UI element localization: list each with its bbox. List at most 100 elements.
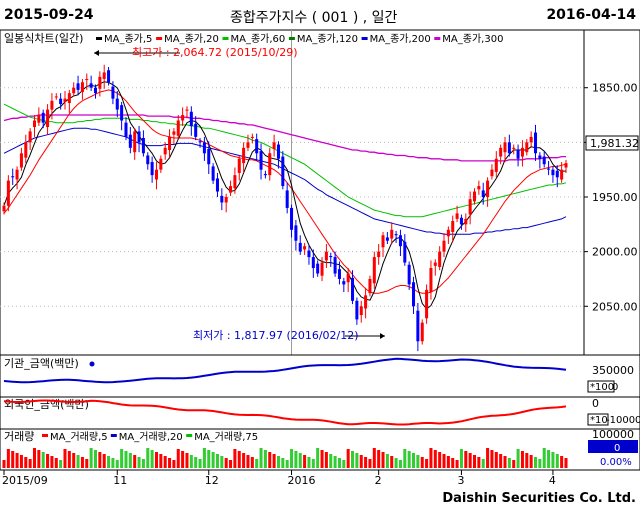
volume-bar	[133, 455, 137, 468]
candle-body	[520, 147, 524, 157]
candle-body	[80, 82, 84, 93]
foreign-tick2: -100000	[606, 415, 640, 426]
volume-bar	[250, 457, 254, 468]
volume-bar	[337, 458, 341, 468]
candle-body	[89, 83, 93, 88]
volume-bar	[259, 448, 263, 468]
institution-scale-box	[587, 380, 615, 393]
candle-body	[451, 221, 455, 232]
candle-body	[481, 190, 485, 197]
candle-body	[259, 151, 263, 170]
candle-body	[15, 169, 19, 180]
volume-legend-label: MA_거래량,75	[194, 431, 258, 443]
y-tick-label: 1950.00	[592, 191, 638, 204]
volume-bar	[438, 452, 442, 468]
volume-bar	[46, 454, 50, 468]
volume-bar	[255, 459, 259, 468]
candle-body	[133, 131, 137, 153]
institution-line	[3, 357, 567, 384]
candle-body	[285, 190, 289, 208]
last-price: 1,981.32	[590, 137, 639, 150]
candle-body	[398, 235, 402, 247]
candle-body	[525, 142, 529, 153]
volume-bar	[128, 453, 132, 468]
candle-body	[442, 240, 446, 252]
candle-body	[337, 269, 341, 279]
ma5-line	[3, 81, 567, 310]
volume-tick: 100000	[592, 428, 634, 441]
candle-body	[499, 147, 503, 157]
candle-body	[229, 186, 233, 193]
volume-legend-label: MA_거래량,20	[119, 431, 183, 443]
volume-bar	[394, 458, 398, 468]
volume-bar	[63, 449, 67, 468]
candle-body	[420, 322, 424, 342]
legend-label: MA_종가,200	[370, 33, 431, 45]
candle-body	[359, 306, 363, 316]
volume-bar	[41, 452, 45, 468]
volume-bar	[290, 449, 294, 468]
candle-body	[298, 242, 302, 252]
candle-body	[394, 234, 398, 236]
candle-body	[194, 123, 198, 137]
candle-body	[433, 262, 437, 266]
volume-bar	[316, 448, 320, 468]
x-tick-label: 12	[205, 474, 219, 487]
candle-body	[107, 70, 111, 83]
volume-bar	[346, 449, 350, 468]
candle-body	[67, 93, 71, 104]
x-tick-label: 3	[457, 474, 464, 487]
volume-bar	[181, 451, 185, 468]
candle-body	[207, 148, 211, 165]
candle-body	[115, 98, 119, 110]
candle-body	[93, 87, 98, 94]
volume-bar	[429, 448, 433, 468]
volume-bar	[19, 455, 23, 468]
volume-bar	[455, 460, 459, 468]
candle-body	[263, 174, 267, 176]
candle-body	[141, 137, 145, 154]
candle-body	[416, 310, 420, 342]
volume-bar	[324, 452, 328, 468]
x-tick-label: 2016	[288, 474, 316, 487]
volume-bar	[107, 456, 111, 468]
candle-body	[316, 263, 320, 274]
candle-body	[560, 169, 564, 180]
candle-body	[446, 229, 450, 237]
candle-body	[455, 213, 459, 219]
candle-body	[403, 241, 407, 263]
foreign-scale-box	[587, 413, 609, 426]
volume-bar	[176, 449, 180, 468]
volume-bar	[512, 460, 516, 468]
volume-bar	[507, 458, 511, 468]
candle-body	[242, 147, 246, 164]
candle-body	[538, 155, 542, 159]
volume-box-value: 0	[614, 443, 620, 454]
volume-bar	[137, 457, 141, 468]
candle-body	[172, 131, 176, 135]
volume-bar	[372, 448, 376, 468]
candle-body	[272, 142, 276, 149]
volume-bar	[11, 451, 15, 468]
volume-bar	[459, 449, 463, 468]
volume-bar	[150, 450, 154, 468]
footer: Daishin Securities Co. Ltd.	[0, 488, 640, 512]
candle-body	[438, 251, 442, 267]
volume-bar	[220, 456, 224, 468]
candle-body	[2, 205, 6, 212]
candle-body	[542, 156, 546, 165]
candles	[2, 64, 568, 352]
volume-bar	[333, 456, 337, 468]
volume-bar	[425, 459, 429, 468]
volume-bar	[28, 459, 32, 468]
volume-bar	[50, 456, 54, 468]
company-name: Daishin Securities Co. Ltd.	[442, 491, 636, 506]
volume-bar	[481, 459, 485, 468]
volume-legend-swatch	[110, 434, 117, 437]
volume-bar	[263, 450, 267, 468]
end-date: 2016-04-14	[546, 7, 636, 23]
volume-bar	[237, 451, 241, 468]
volume-bar	[172, 460, 176, 468]
candle-body	[533, 132, 538, 154]
volume-bar	[472, 455, 477, 468]
